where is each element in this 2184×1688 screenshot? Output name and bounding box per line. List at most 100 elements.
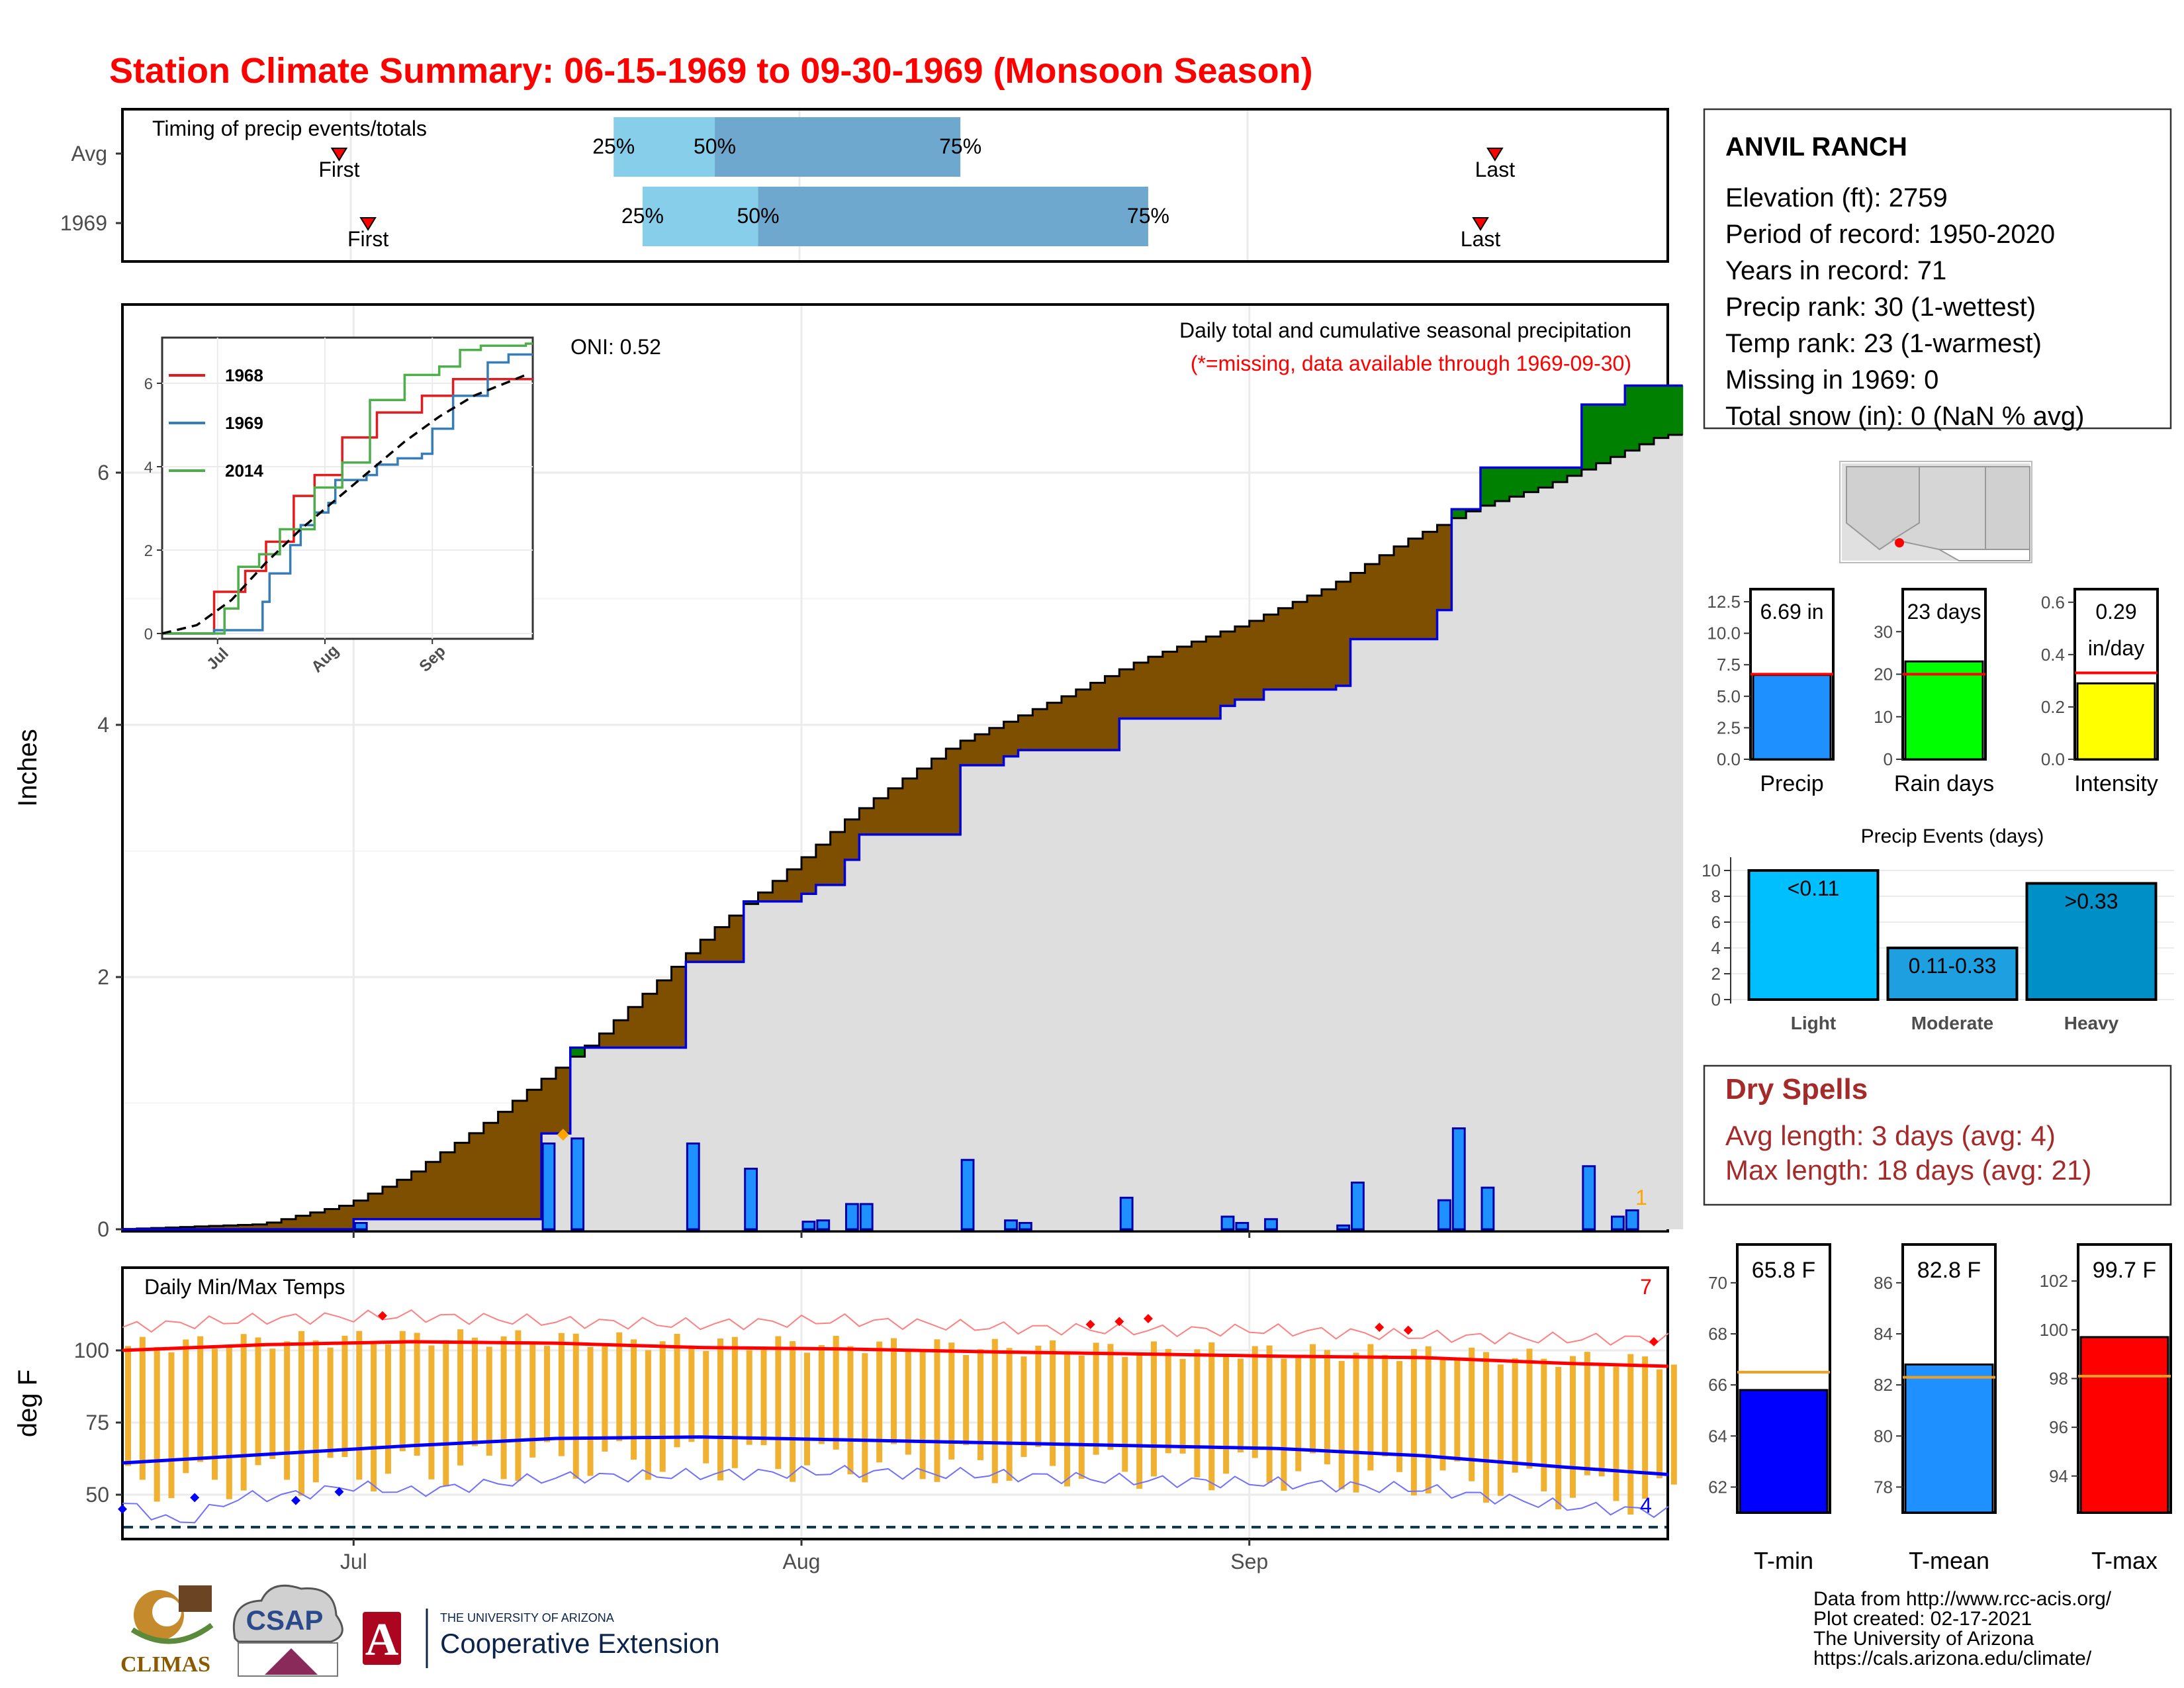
deficit-segment xyxy=(844,819,860,860)
deficit-segment xyxy=(426,1162,441,1219)
daily-temp-range-bar xyxy=(414,1333,420,1456)
avg-area-segment xyxy=(1610,457,1625,1229)
avg-area-segment xyxy=(859,834,874,1229)
inset-ytick-label: 0 xyxy=(144,626,153,643)
summary-bar-Rain days xyxy=(1904,660,1984,761)
record-low-marker xyxy=(190,1493,200,1503)
temp-xtick-label: Sep xyxy=(1230,1550,1268,1573)
timing-last-label: Last xyxy=(1475,158,1516,181)
temp-bar-ytick-label: 98 xyxy=(2049,1369,2068,1389)
daily-temp-range-bar xyxy=(371,1343,377,1492)
daily-temp-range-bar xyxy=(703,1350,709,1464)
temp-bar-label: T-max xyxy=(2091,1547,2158,1574)
avg-area-segment xyxy=(830,884,846,1229)
inset-ytick-label: 6 xyxy=(144,375,153,393)
deficit-segment xyxy=(1206,636,1221,719)
avg-tmin-line xyxy=(122,1435,1668,1476)
avg-area-segment xyxy=(1234,699,1250,1229)
daily-precip-bar xyxy=(816,1219,831,1231)
summary-ytick-label: 10 xyxy=(1874,707,1893,727)
daily-temp-range-bar xyxy=(1512,1358,1518,1473)
avg-area-segment xyxy=(974,765,990,1229)
daily-temp-range-bar xyxy=(443,1340,449,1487)
deficit-segment xyxy=(512,1100,527,1219)
deficit-segment xyxy=(324,1209,340,1229)
temp-ytick-label: 75 xyxy=(85,1411,109,1434)
deficit-segment xyxy=(368,1194,383,1219)
avg-area-segment xyxy=(1408,639,1424,1229)
daily-temp-range-bar xyxy=(572,1333,579,1479)
timing-p25-label: 25% xyxy=(592,134,635,158)
daily-temp-range-bar xyxy=(1584,1352,1590,1476)
daily-temp-range-bar xyxy=(1570,1356,1576,1498)
deficit-segment xyxy=(614,1020,629,1048)
daily-temp-range-bar xyxy=(1295,1356,1302,1472)
avg-area-segment xyxy=(787,901,802,1229)
daily-temp-range-bar xyxy=(168,1352,175,1499)
summary-ytick-label: 0.2 xyxy=(2041,697,2065,717)
deficit-segment xyxy=(830,831,846,885)
temp-bar-ytick-label: 70 xyxy=(1708,1273,1727,1293)
daily-temp-range-bar xyxy=(399,1331,406,1452)
avg-area-segment xyxy=(1263,689,1279,1229)
daily-precip-bar xyxy=(1235,1221,1250,1231)
avg-area-segment xyxy=(1480,505,1496,1229)
inset-frame xyxy=(161,336,534,640)
deficit-segment xyxy=(1162,651,1178,719)
deficit-segment xyxy=(772,880,788,902)
precip-panel: 0 2 4 6 Inches ONI: 0.52 Daily total and cu… xyxy=(13,303,1684,1241)
avg-area-segment xyxy=(1119,718,1134,1229)
daily-temp-range-bar xyxy=(1310,1344,1316,1454)
events-category-label: Moderate xyxy=(1911,1013,1993,1033)
deficit-segment xyxy=(252,1224,267,1229)
daily-temp-range-bar xyxy=(457,1329,464,1466)
deficit-segment xyxy=(729,915,745,962)
temp-bar-ytick-label: 102 xyxy=(2040,1271,2068,1291)
avg-area-segment xyxy=(455,1219,470,1229)
avg-area-segment xyxy=(599,1047,614,1229)
deficit-segment xyxy=(527,1090,542,1219)
timing-last-label: Last xyxy=(1461,227,1501,251)
events-category-label: Heavy xyxy=(2064,1013,2119,1033)
avg-area-segment xyxy=(426,1219,441,1229)
daily-temp-range-bar xyxy=(1353,1352,1359,1493)
daily-temp-range-bar xyxy=(1526,1348,1533,1469)
avg-area-segment xyxy=(772,901,788,1229)
avg-area-segment xyxy=(469,1219,484,1229)
record-high-marker xyxy=(1115,1317,1124,1327)
surplus-segment xyxy=(1596,404,1612,463)
surplus-segment xyxy=(1480,467,1496,506)
inset-series-2014 xyxy=(162,342,533,635)
daily-temp-range-bar xyxy=(1208,1342,1215,1491)
daily-precip-bar xyxy=(1625,1209,1639,1231)
daily-temp-range-bar xyxy=(659,1341,666,1472)
credit-line: Plot created: 02-17-2021 xyxy=(1813,1608,2032,1630)
avg-area-segment xyxy=(1148,718,1163,1229)
deficit-segment xyxy=(657,980,672,1048)
daily-temp-range-bar xyxy=(948,1342,955,1460)
daily-temp-range-bar xyxy=(356,1331,363,1480)
daily-temp-range-bar xyxy=(818,1344,825,1444)
temp-xtick-label: Aug xyxy=(783,1550,821,1573)
temp-bar-value-label: 65.8 F xyxy=(1752,1258,1815,1283)
station-line: Temp rank: 23 (1-warmest) xyxy=(1725,329,2042,358)
avg-area-segment xyxy=(902,834,918,1229)
record-low-count: 4 xyxy=(1640,1493,1652,1517)
events-ytick-label: 2 xyxy=(1711,964,1721,984)
surplus-segment xyxy=(1610,404,1625,457)
avg-area-segment xyxy=(1075,750,1091,1229)
temp-ylabel: deg F xyxy=(13,1370,42,1437)
events-bar-Moderate xyxy=(1886,947,2019,1001)
daily-precip-bar xyxy=(570,1137,585,1231)
temp-bar-ytick-label: 96 xyxy=(2049,1417,2068,1437)
deficit-segment xyxy=(1148,657,1163,719)
deficit-segment xyxy=(946,749,961,835)
events-ytick-label: 10 xyxy=(1702,861,1721,880)
daily-temp-range-bar xyxy=(616,1332,623,1442)
avg-area-segment xyxy=(584,1047,600,1229)
credit-line: The University of Arizona xyxy=(1813,1628,2034,1650)
missing-count: 1 xyxy=(1635,1186,1647,1209)
precip-subtitle: Daily total and cumulative seasonal prec… xyxy=(1179,318,1631,342)
avg-area-segment xyxy=(1567,475,1582,1230)
events-bar-label: 0.11-0.33 xyxy=(1909,954,1997,978)
